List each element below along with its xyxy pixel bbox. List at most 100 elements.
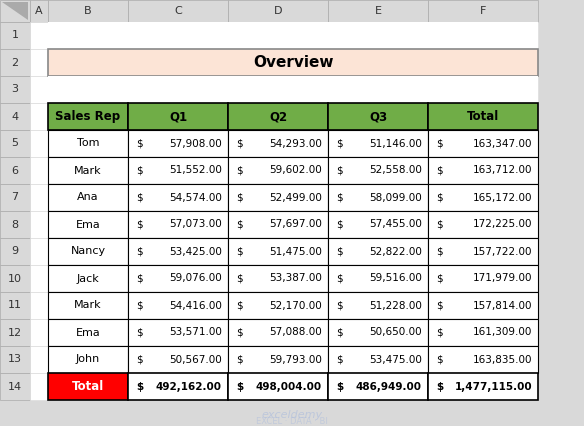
Text: 1: 1: [12, 31, 19, 40]
Text: Sales Rep: Sales Rep: [55, 110, 120, 123]
Text: $: $: [236, 138, 242, 149]
Bar: [48, 319, 128, 346]
Bar: [30, 373, 48, 400]
Bar: [128, 292, 228, 319]
Text: 57,088.00: 57,088.00: [269, 328, 322, 337]
Bar: [428, 157, 538, 184]
Text: Q1: Q1: [169, 110, 187, 123]
Text: 57,455.00: 57,455.00: [369, 219, 422, 230]
Text: $: $: [236, 219, 242, 230]
Bar: [328, 292, 428, 319]
Bar: [428, 373, 538, 400]
Text: B: B: [84, 6, 92, 16]
Bar: [328, 184, 428, 211]
Text: 52,558.00: 52,558.00: [369, 165, 422, 176]
Text: 14: 14: [8, 382, 22, 391]
Text: $: $: [336, 165, 343, 176]
Text: 54,416.00: 54,416.00: [169, 300, 222, 311]
Bar: [328, 0, 428, 22]
Text: $: $: [236, 165, 242, 176]
Text: Total: Total: [72, 380, 104, 393]
Bar: [428, 346, 538, 373]
Text: 492,162.00: 492,162.00: [156, 382, 222, 391]
Bar: [228, 184, 328, 211]
Text: 7: 7: [12, 193, 19, 202]
Text: $: $: [436, 165, 443, 176]
Bar: [0, 265, 30, 292]
Bar: [30, 76, 48, 103]
Text: Total: Total: [467, 110, 499, 123]
Bar: [30, 184, 48, 211]
Text: 4: 4: [12, 112, 19, 121]
Text: 50,650.00: 50,650.00: [369, 328, 422, 337]
Bar: [48, 211, 128, 238]
Bar: [128, 103, 228, 130]
Text: 58,099.00: 58,099.00: [369, 193, 422, 202]
Text: 51,552.00: 51,552.00: [169, 165, 222, 176]
Text: D: D: [274, 6, 282, 16]
Text: $: $: [336, 138, 343, 149]
Bar: [48, 373, 128, 400]
Text: 157,814.00: 157,814.00: [472, 300, 532, 311]
Text: 486,949.00: 486,949.00: [356, 382, 422, 391]
Bar: [48, 157, 128, 184]
Text: 163,835.00: 163,835.00: [472, 354, 532, 365]
Text: EXCEL · DATA · BI: EXCEL · DATA · BI: [256, 417, 328, 426]
Text: 53,387.00: 53,387.00: [269, 273, 322, 283]
Bar: [228, 373, 328, 400]
Bar: [428, 319, 538, 346]
Text: 59,793.00: 59,793.00: [269, 354, 322, 365]
Bar: [30, 346, 48, 373]
Text: 57,697.00: 57,697.00: [269, 219, 322, 230]
Bar: [128, 211, 228, 238]
Text: Q3: Q3: [369, 110, 387, 123]
Text: $: $: [236, 328, 242, 337]
Bar: [228, 319, 328, 346]
Text: 54,574.00: 54,574.00: [169, 193, 222, 202]
Text: $: $: [336, 300, 343, 311]
Text: 52,170.00: 52,170.00: [269, 300, 322, 311]
Text: 172,225.00: 172,225.00: [472, 219, 532, 230]
Bar: [48, 265, 128, 292]
Text: $: $: [236, 354, 242, 365]
Bar: [228, 346, 328, 373]
Bar: [128, 157, 228, 184]
Text: $: $: [136, 138, 142, 149]
Text: $: $: [236, 300, 242, 311]
Bar: [228, 265, 328, 292]
Text: 2: 2: [12, 58, 19, 67]
Text: $: $: [436, 247, 443, 256]
Bar: [48, 22, 538, 49]
Text: 8: 8: [12, 219, 19, 230]
Text: $: $: [336, 328, 343, 337]
Text: 53,571.00: 53,571.00: [169, 328, 222, 337]
Text: 59,516.00: 59,516.00: [369, 273, 422, 283]
Text: $: $: [136, 193, 142, 202]
Text: John: John: [76, 354, 100, 365]
Text: $: $: [136, 219, 142, 230]
Text: 59,076.00: 59,076.00: [169, 273, 222, 283]
Text: $: $: [436, 354, 443, 365]
Bar: [30, 238, 48, 265]
Bar: [328, 238, 428, 265]
Bar: [128, 319, 228, 346]
Text: $: $: [436, 138, 443, 149]
Bar: [428, 292, 538, 319]
Text: 52,822.00: 52,822.00: [369, 247, 422, 256]
Bar: [30, 211, 48, 238]
Bar: [30, 130, 48, 157]
Bar: [328, 130, 428, 157]
Text: $: $: [436, 328, 443, 337]
Text: Ema: Ema: [75, 328, 100, 337]
Bar: [0, 319, 30, 346]
Bar: [328, 103, 428, 130]
Text: 163,712.00: 163,712.00: [472, 165, 532, 176]
Bar: [428, 184, 538, 211]
Text: 161,309.00: 161,309.00: [472, 328, 532, 337]
Text: 50,567.00: 50,567.00: [169, 354, 222, 365]
Text: Ema: Ema: [75, 219, 100, 230]
Text: $: $: [336, 382, 343, 391]
Bar: [48, 0, 128, 22]
Bar: [30, 103, 48, 130]
Text: C: C: [174, 6, 182, 16]
